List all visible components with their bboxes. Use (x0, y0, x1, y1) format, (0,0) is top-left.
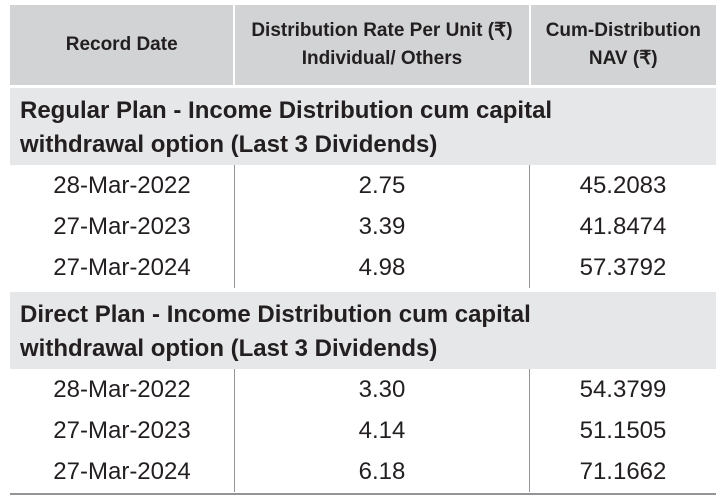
table-row: 28-Mar-2022 3.30 54.3799 (10, 369, 716, 410)
header-record-date-label: Record Date (65, 34, 178, 56)
cell-record-date: 28-Mar-2022 (10, 165, 235, 206)
cell-distribution-rate: 2.75 (235, 165, 530, 206)
header-record-date: Record Date (10, 5, 236, 85)
section-title-direct-plan: Direct Plan - Income Distribution cum ca… (10, 289, 716, 369)
cell-distribution-rate: 4.98 (235, 247, 530, 288)
header-cum-nav-line2: NAV (₹) (588, 48, 658, 69)
cell-record-date: 27-Mar-2023 (10, 410, 235, 451)
cell-record-date: 27-Mar-2024 (10, 247, 235, 288)
cell-record-date: 28-Mar-2022 (10, 369, 235, 410)
section-title-line1: Direct Plan - Income Distribution cum ca… (20, 301, 531, 328)
header-cum-nav: Cum-Distribution NAV (₹) (531, 5, 716, 85)
cell-cum-nav: 51.1505 (579, 416, 667, 444)
header-distribution-rate-line2: Individual/ Others (301, 48, 463, 69)
cell-distribution-rate: 3.30 (235, 369, 530, 410)
table-row: 27-Mar-2023 4.14 51.1505 (10, 410, 716, 451)
header-distribution-rate: Distribution Rate Per Unit (₹) Individua… (235, 5, 531, 85)
table-row: 28-Mar-2022 2.75 45.2083 (10, 165, 716, 206)
header-cum-nav-line1: Cum-Distribution (545, 20, 701, 42)
cell-distribution-rate: 3.39 (235, 206, 530, 247)
section-title-line2: withdrawal option (Last 3 Dividends) (20, 335, 438, 362)
table-row: 27-Mar-2023 3.39 41.8474 (10, 206, 716, 247)
cell-record-date: 27-Mar-2023 (10, 206, 235, 247)
cell-record-date: 27-Mar-2024 (10, 451, 235, 492)
cell-cum-nav: 71.1662 (579, 457, 667, 485)
section-title-line2: withdrawal option (Last 3 Dividends) (20, 131, 438, 158)
table-row: 27-Mar-2024 6.18 71.1662 (10, 451, 716, 492)
cell-cum-nav: 54.3799 (579, 375, 667, 403)
header-distribution-rate-line1: Distribution Rate Per Unit (₹) (251, 20, 513, 42)
section-rows-direct-plan: 28-Mar-2022 3.30 54.3799 27-Mar-2023 4.1… (10, 369, 716, 493)
section-rows-regular-plan: 28-Mar-2022 2.75 45.2083 27-Mar-2023 3.3… (10, 165, 716, 289)
dividend-table: Record Date Distribution Rate Per Unit (… (10, 5, 716, 495)
cell-cum-nav: 57.3792 (579, 253, 667, 281)
table-header: Record Date Distribution Rate Per Unit (… (10, 5, 716, 85)
cell-distribution-rate: 4.14 (235, 410, 530, 451)
section-title-line1: Regular Plan - Income Distribution cum c… (20, 97, 553, 124)
section-title-regular-plan: Regular Plan - Income Distribution cum c… (10, 85, 716, 165)
table-row: 27-Mar-2024 4.98 57.3792 (10, 247, 716, 288)
cell-cum-nav: 41.8474 (579, 212, 667, 240)
cell-distribution-rate: 6.18 (235, 451, 530, 492)
cell-cum-nav: 45.2083 (579, 171, 667, 199)
